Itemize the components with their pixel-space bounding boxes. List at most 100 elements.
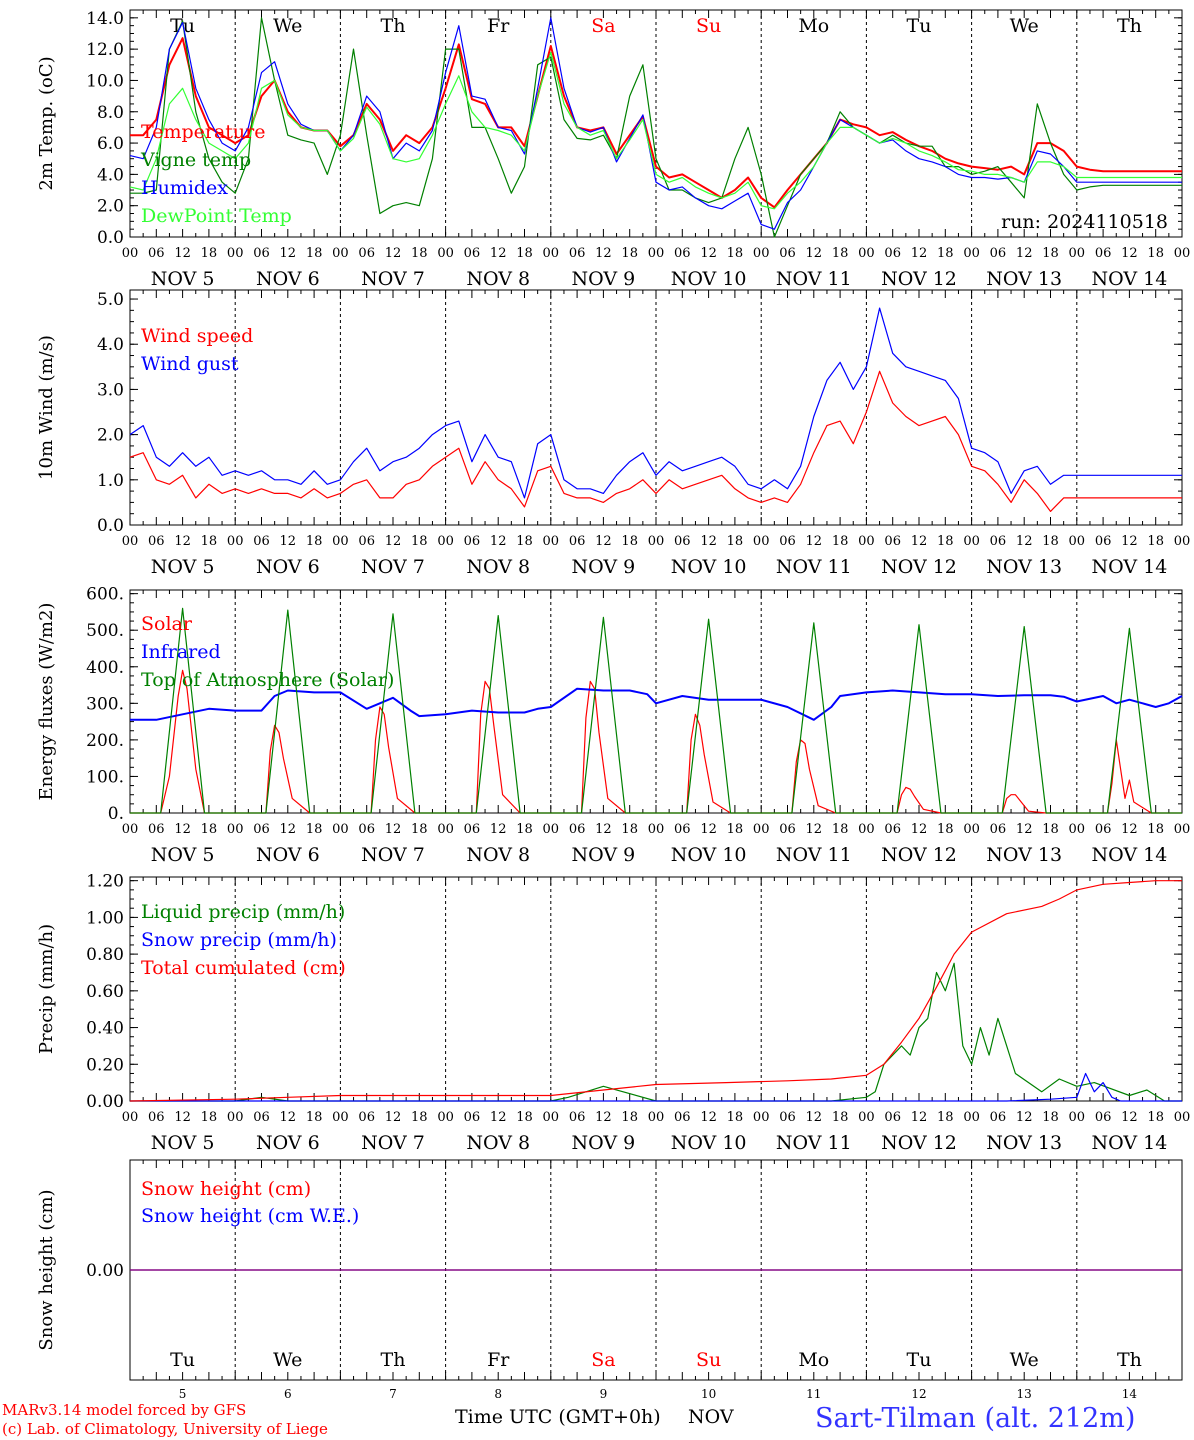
y-tick-label: 400. — [86, 658, 124, 678]
x-hour-label: 06 — [990, 822, 1007, 837]
x-hour-label: 06 — [1095, 822, 1112, 837]
y-tick-label: 0.80 — [86, 945, 124, 965]
series-line-infrared — [130, 687, 1183, 721]
x-hour-label: 00 — [1069, 534, 1086, 549]
x-hour-label: 00 — [648, 534, 665, 549]
x-hour-label: 18 — [306, 1110, 323, 1125]
day-number: 11 — [806, 1387, 821, 1401]
x-hour-label: 00 — [858, 822, 875, 837]
y-tick-label: 600. — [86, 585, 124, 605]
x-hour-label: 06 — [569, 822, 586, 837]
x-date-label: NOV 14 — [1091, 1132, 1167, 1154]
y-tick-label: 0.0 — [97, 228, 124, 248]
x-hour-label: 12 — [385, 1110, 402, 1125]
x-date-label: NOV 14 — [1091, 268, 1167, 290]
x-hour-label: 06 — [358, 246, 375, 261]
series-line-top-of-atmosphere-solar- — [130, 607, 1182, 814]
x-hour-label: 18 — [411, 246, 428, 261]
x-hour-label: 06 — [358, 534, 375, 549]
x-date-label: NOV 6 — [256, 844, 320, 866]
panel-temp: 0.0 2.0 4.0 6.0 8.0 10.0 12.0 14.0 2m Temp. (oC)… — [36, 9, 1190, 290]
x-hour-label: 06 — [674, 822, 691, 837]
x-hour-label: 00 — [1069, 246, 1086, 261]
x-hour-label: 18 — [937, 822, 954, 837]
x-hour-label: 06 — [779, 534, 796, 549]
x-date-label: NOV 5 — [151, 556, 215, 578]
x-hour-label: 18 — [727, 534, 744, 549]
day-number: 6 — [284, 1387, 292, 1401]
x-hour-label: 00 — [858, 246, 875, 261]
day-number: 8 — [494, 1387, 502, 1401]
x-hour-label: 00 — [1174, 822, 1191, 837]
y-tick-label: 500. — [86, 621, 124, 641]
x-hour-label: 12 — [490, 246, 507, 261]
x-date-label: NOV 10 — [671, 1132, 747, 1154]
legend-entry: Liquid precip (mm/h) — [141, 901, 345, 923]
x-hour-label: 00 — [1069, 1110, 1086, 1125]
day-label: Tu — [170, 1349, 195, 1371]
panel-wind: 0.0 1.0 2.0 3.0 4.0 5.0 10m Wind (m/s) Wind spe… — [36, 289, 1190, 578]
day-label: Th — [1117, 15, 1142, 37]
x-hour-label: 12 — [1016, 534, 1033, 549]
x-hour-label: 06 — [779, 822, 796, 837]
x-hour-label: 06 — [674, 246, 691, 261]
x-date-label: NOV 13 — [986, 268, 1062, 290]
day-label: Su — [696, 15, 721, 37]
x-hour-label: 06 — [674, 534, 691, 549]
x-hour-label: 12 — [490, 1110, 507, 1125]
x-hour-label: 06 — [990, 1110, 1007, 1125]
x-hour-label: 00 — [753, 1110, 770, 1125]
x-date-label: NOV 14 — [1091, 844, 1167, 866]
x-hour-label: 12 — [1016, 822, 1033, 837]
x-date-label: NOV 11 — [776, 268, 852, 290]
x-hour-label: 18 — [306, 534, 323, 549]
legend-entry: Humidex — [141, 177, 228, 199]
series-line-wind-gust — [129, 307, 1182, 499]
x-hour-label: 18 — [1042, 1110, 1059, 1125]
x-hour-label: 12 — [385, 534, 402, 549]
day-label: Tu — [907, 15, 932, 37]
x-hour-label: 18 — [621, 246, 638, 261]
x-hour-label: 00 — [543, 822, 560, 837]
x-date-label: NOV 9 — [572, 268, 636, 290]
series-line-dewpoint-temp — [129, 51, 1182, 210]
x-hour-label: 00 — [753, 534, 770, 549]
x-hour-label: 18 — [1042, 246, 1059, 261]
x-hour-label: 18 — [516, 822, 533, 837]
x-hour-label: 06 — [358, 1110, 375, 1125]
x-date-label: NOV 12 — [881, 844, 957, 866]
x-hour-label: 18 — [411, 822, 428, 837]
day-number: 13 — [1017, 1387, 1032, 1401]
x-hour-label: 12 — [700, 246, 717, 261]
y-tick-label: 6.0 — [97, 134, 124, 154]
x-hour-label: 18 — [201, 246, 218, 261]
x-date-label: NOV 7 — [361, 268, 425, 290]
y-tick-label: 1.00 — [86, 908, 124, 928]
y-tick-label: 100. — [86, 767, 124, 787]
x-date-label: NOV 12 — [881, 268, 957, 290]
x-hour-label: 06 — [148, 1110, 165, 1125]
y-tick-label: 10.0 — [86, 71, 124, 91]
x-hour-label: 18 — [727, 246, 744, 261]
day-number: 10 — [701, 1387, 716, 1401]
x-hour-label: 12 — [1016, 246, 1033, 261]
x-hour-label: 12 — [595, 246, 612, 261]
model-credit: MARv3.14 model forced by GFS — [2, 1401, 247, 1419]
x-hour-label: 12 — [280, 246, 297, 261]
x-date-label: NOV 8 — [466, 556, 530, 578]
x-hour-label: 18 — [306, 822, 323, 837]
y-tick-label: 4.0 — [97, 335, 124, 355]
y-tick-label: 0.0 — [97, 516, 124, 536]
x-hour-label: 06 — [990, 534, 1007, 549]
x-date-label: NOV 6 — [256, 1132, 320, 1154]
x-hour-label: 12 — [911, 246, 928, 261]
x-axis-month: NOV — [688, 1406, 734, 1428]
x-hour-label: 18 — [1147, 246, 1164, 261]
legend-entry: Infrared — [141, 641, 221, 663]
x-hour-label: 18 — [516, 534, 533, 549]
legend-entry: Snow precip (mm/h) — [141, 929, 337, 951]
lab-credit: (c) Lab. of Climatology, University of L… — [2, 1420, 328, 1438]
y-axis-title: Precip (mm/h) — [36, 924, 57, 1054]
x-hour-label: 06 — [253, 246, 270, 261]
